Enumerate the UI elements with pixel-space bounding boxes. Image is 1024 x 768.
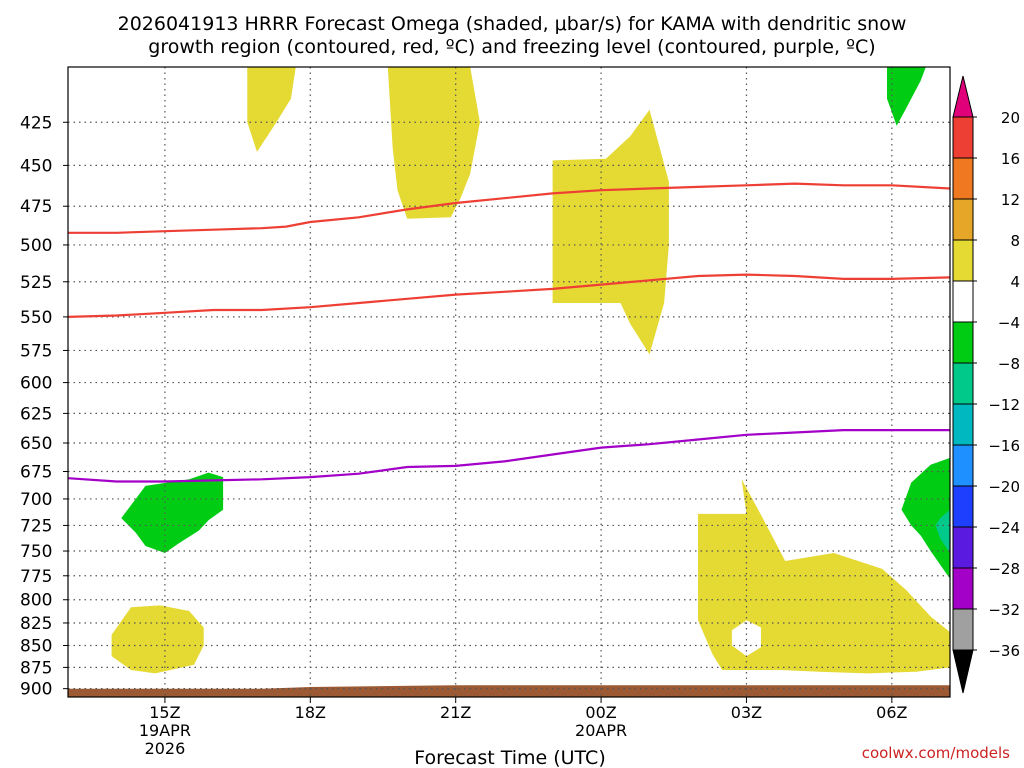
colorbar-bin — [952, 198, 974, 241]
colorbar-label: 20 — [1001, 109, 1020, 127]
colorbar-label: −8 — [998, 355, 1020, 373]
y-tick-label: 475 — [20, 197, 52, 217]
grid-layer — [68, 67, 950, 697]
terrain — [68, 685, 950, 697]
colorbar-bin — [952, 362, 974, 405]
positive-omega-2 — [387, 67, 480, 219]
positive-omega-4 — [111, 605, 204, 674]
x-tick-year: 2026 — [145, 739, 186, 758]
y-tick-label: 625 — [20, 404, 52, 424]
plot-frame — [67, 66, 951, 698]
colorbar-bin — [952, 444, 974, 487]
chart-title-line2: growth region (contoured, red, ºC) and f… — [148, 36, 875, 58]
y-axis: 425 450 475 500 525 550 575 600 625 650 675 700 725 7… — [20, 113, 68, 700]
dgz-lower — [68, 273, 950, 318]
negative-omega-2 — [887, 67, 926, 126]
colorbar-label: 12 — [1001, 191, 1020, 209]
y-tick-label: 450 — [20, 156, 52, 176]
x-tick-date: 19APR — [139, 721, 191, 740]
y-tick-label: 700 — [20, 490, 52, 510]
colorbar-bin — [952, 116, 974, 159]
colorbar-label: −32 — [988, 601, 1020, 619]
colorbar-bin — [952, 157, 974, 200]
credit-text: coolwx.com/models — [862, 744, 1010, 762]
negative-omega-3 — [901, 457, 950, 579]
colorbar-label: −12 — [988, 396, 1020, 414]
colorbar-bin — [952, 239, 974, 282]
y-tick-label: 650 — [20, 434, 52, 454]
colorbar-bin — [952, 403, 974, 446]
x-tick-label: 03Z — [731, 703, 762, 722]
y-tick-label: 900 — [20, 680, 52, 700]
x-tick-label: 00Z — [585, 703, 616, 722]
colorbar-bin — [952, 321, 974, 364]
y-tick-label: 600 — [20, 374, 52, 394]
y-tick-label: 500 — [20, 236, 52, 256]
colorbar-bin — [952, 280, 974, 323]
contour-layer — [68, 182, 950, 483]
y-tick-label: 675 — [20, 462, 52, 482]
y-tick-label: 775 — [20, 567, 52, 587]
colorbar-label: −20 — [988, 478, 1020, 496]
colorbar-bin — [952, 608, 974, 651]
colorbar-bottom-arrow — [952, 649, 974, 694]
y-tick-label: 550 — [20, 308, 52, 328]
x-tick-label: 18Z — [295, 703, 326, 722]
positive-omega-5 — [698, 479, 950, 674]
colorbar-bin — [952, 526, 974, 569]
y-tick-label: 725 — [20, 516, 52, 536]
y-tick-label: 850 — [20, 637, 52, 657]
y-tick-label: 575 — [20, 341, 52, 361]
freezing-level — [68, 429, 950, 483]
colorbar-label: −28 — [988, 560, 1020, 578]
chart-title-line1: 2026041913 HRRR Forecast Omega (shaded, … — [118, 13, 907, 35]
colorbar-bin — [952, 567, 974, 610]
colorbar-label: −16 — [988, 437, 1020, 455]
y-tick-label: 750 — [20, 542, 52, 562]
y-tick-label: 825 — [20, 614, 52, 634]
colorbar-label: −24 — [988, 519, 1020, 537]
negative-omega-1 — [121, 472, 224, 553]
colorbar: 20 16 12 8 4 −4 −8 −12 −16 −20 −24 −28 −32 −36 — [952, 75, 1020, 694]
colorbar-top-arrow — [952, 75, 974, 118]
y-tick-label: 875 — [20, 658, 52, 678]
omega-hole — [731, 620, 761, 657]
colorbar-label: 4 — [1010, 273, 1020, 291]
colorbar-label: −4 — [998, 314, 1020, 332]
positive-omega-3 — [552, 109, 669, 355]
y-tick-label: 425 — [20, 113, 52, 133]
x-tick-label: 21Z — [440, 703, 471, 722]
x-tick-label: 06Z — [876, 703, 907, 722]
x-tick-date: 20APR — [575, 721, 627, 740]
dgz-upper — [68, 182, 950, 234]
y-tick-label: 800 — [20, 591, 52, 611]
negative-omega-3-core — [935, 509, 950, 553]
y-tick-label: 525 — [20, 273, 52, 293]
colorbar-bin — [952, 485, 974, 528]
positive-omega-1 — [247, 67, 296, 152]
x-axis-label: Forecast Time (UTC) — [414, 747, 605, 768]
x-tick-label: 15Z — [149, 703, 180, 722]
colorbar-label: 16 — [1001, 150, 1020, 168]
colorbar-label: 8 — [1010, 232, 1020, 250]
colorbar-label: −36 — [988, 642, 1020, 660]
